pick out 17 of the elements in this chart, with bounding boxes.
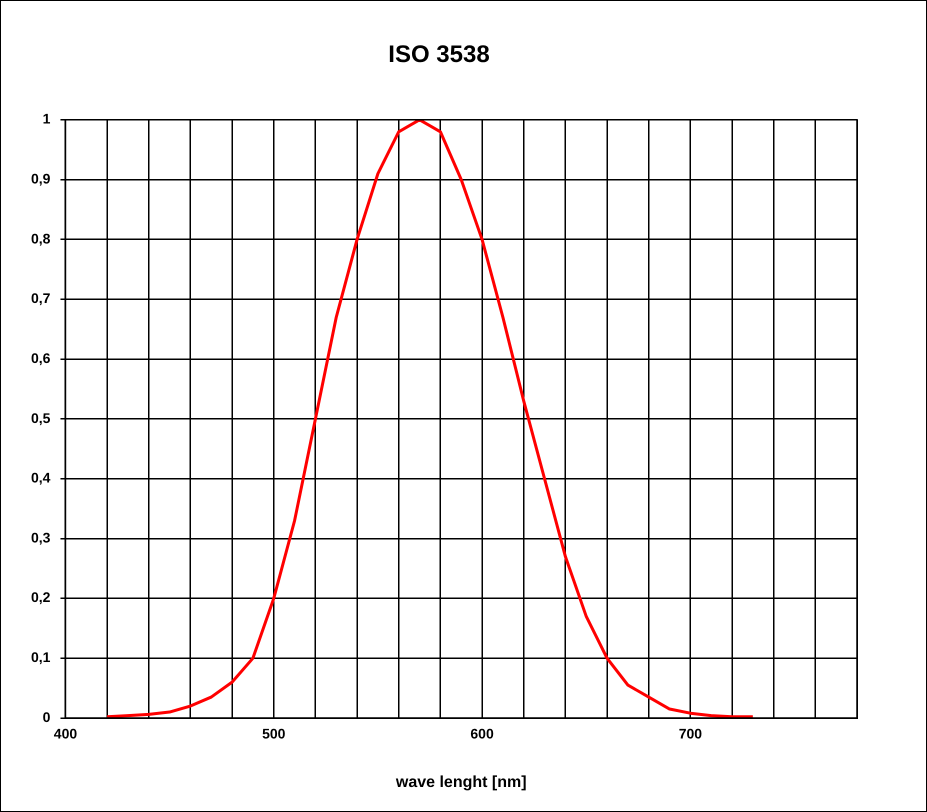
x-tick-label: 400 <box>54 725 78 742</box>
y-tick-label: 0,3 <box>30 529 51 546</box>
y-tick-label: 0,6 <box>30 350 51 366</box>
x-tick-label: 600 <box>470 725 494 742</box>
y-tick-label: 0 <box>42 708 51 725</box>
y-tick-label: 0,4 <box>30 470 51 486</box>
y-tick-label: 0,9 <box>30 170 51 186</box>
y-tick-label: 0,1 <box>30 649 51 666</box>
y-tick-label: 1 <box>42 110 51 127</box>
y-tick-label: 0,2 <box>30 589 51 606</box>
x-tick-label: 700 <box>678 725 702 742</box>
y-tick-label: 0,7 <box>30 290 51 306</box>
y-tick-label: 0,8 <box>30 230 51 246</box>
x-axis-title: wave lenght [nm] <box>394 774 527 791</box>
chart-title: ISO 3538 <box>388 41 490 68</box>
x-tick-label: 500 <box>262 725 286 742</box>
y-tick-label: 0,5 <box>30 410 51 426</box>
